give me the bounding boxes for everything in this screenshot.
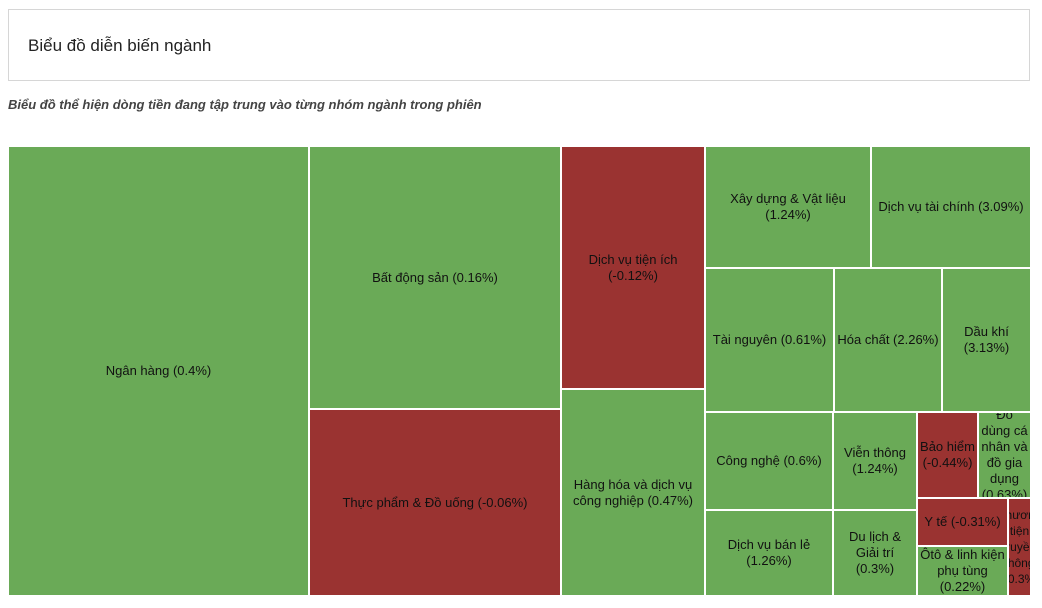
treemap-tile[interactable]: Tài nguyên (0.61%) [705,268,834,412]
sector-treemap: Ngân hàng (0.4%) Bất động sản (0.16%) Thực… [8,146,1031,596]
treemap-tile[interactable]: Viễn thông (1.24%) [833,412,917,510]
treemap-tile[interactable]: Đồ dùng cá nhân và đồ gia dụng (0.63%) [978,412,1031,498]
chart-subtitle: Biểu đồ thể hiện dòng tiền đang tập trun… [8,97,482,112]
chart-title-panel: Biểu đồ diễn biến ngành [8,9,1030,81]
treemap-tile[interactable]: Bảo hiểm (-0.44%) [917,412,978,498]
treemap-tile-label: Phương tiện truyền thông (-0.3%) [1008,508,1030,586]
treemap-tile[interactable]: Hàng hóa và dịch vụ công nghiệp (0.47%) [561,389,705,596]
treemap-tile-label: Ôtô & linh kiện phụ tùng (0.22%) [920,547,1005,594]
treemap-tile-label: Bất động sản (0.16%) [372,269,498,285]
page-title: Biểu đồ diễn biến ngành [28,36,212,55]
treemap-tile[interactable]: Y tế (-0.31%) [917,498,1008,546]
treemap-tile[interactable]: Phương tiện truyền thông (-0.3%) [1008,498,1031,596]
treemap-tile-label: Tài nguyên (0.61%) [712,332,827,347]
treemap-tile-label: Viễn thông (1.24%) [844,445,906,476]
treemap-tile[interactable]: Dịch vụ tiện ích (-0.12%) [561,146,705,389]
treemap-tile-label: Du lịch & Giải trí (0.3%) [848,529,902,576]
treemap-tile[interactable]: Hóa chất (2.26%) [834,268,942,412]
treemap-tile[interactable]: Ngân hàng (0.4%) [8,146,309,596]
treemap-tile-label: Dịch vụ bán lẻ (1.26%) [727,537,811,568]
treemap-tile[interactable]: Ôtô & linh kiện phụ tùng (0.22%) [917,546,1008,596]
treemap-tile[interactable]: Du lịch & Giải trí (0.3%) [833,510,917,596]
treemap-tile-label: Công nghệ (0.6%) [716,453,822,468]
treemap-tile[interactable]: Xây dựng & Vật liệu (1.24%) [705,146,871,268]
treemap-tile[interactable]: Dịch vụ tài chính (3.09%) [871,146,1031,268]
treemap-tile-label: Thực phẩm & Đồ uống (-0.06%) [342,494,528,510]
treemap-tile[interactable]: Dầu khí (3.13%) [942,268,1031,412]
treemap-tile-label: Dịch vụ tiện ích (-0.12%) [588,251,678,283]
treemap-tile-label: Dịch vụ tài chính (3.09%) [878,199,1024,214]
treemap-tile-label: Hóa chất (2.26%) [837,332,939,347]
treemap-tile[interactable]: Dịch vụ bán lẻ (1.26%) [705,510,833,596]
treemap-tile-label: Y tế (-0.31%) [924,514,1001,529]
treemap-tile-label: Đồ dùng cá nhân và đồ gia dụng (0.63%) [981,412,1028,498]
treemap-tile[interactable]: Thực phẩm & Đồ uống (-0.06%) [309,409,561,596]
treemap-tile-label: Bảo hiểm (-0.44%) [920,439,975,470]
treemap-tile[interactable]: Bất động sản (0.16%) [309,146,561,409]
treemap-tile-label: Xây dựng & Vật liệu (1.24%) [730,191,846,222]
treemap-tile-label: Ngân hàng (0.4%) [105,363,212,378]
treemap-tile-label: Dầu khí (3.13%) [963,324,1010,355]
treemap-tile-label: Hàng hóa và dịch vụ công nghiệp (0.47%) [573,476,693,508]
treemap-tile[interactable]: Công nghệ (0.6%) [705,412,833,510]
